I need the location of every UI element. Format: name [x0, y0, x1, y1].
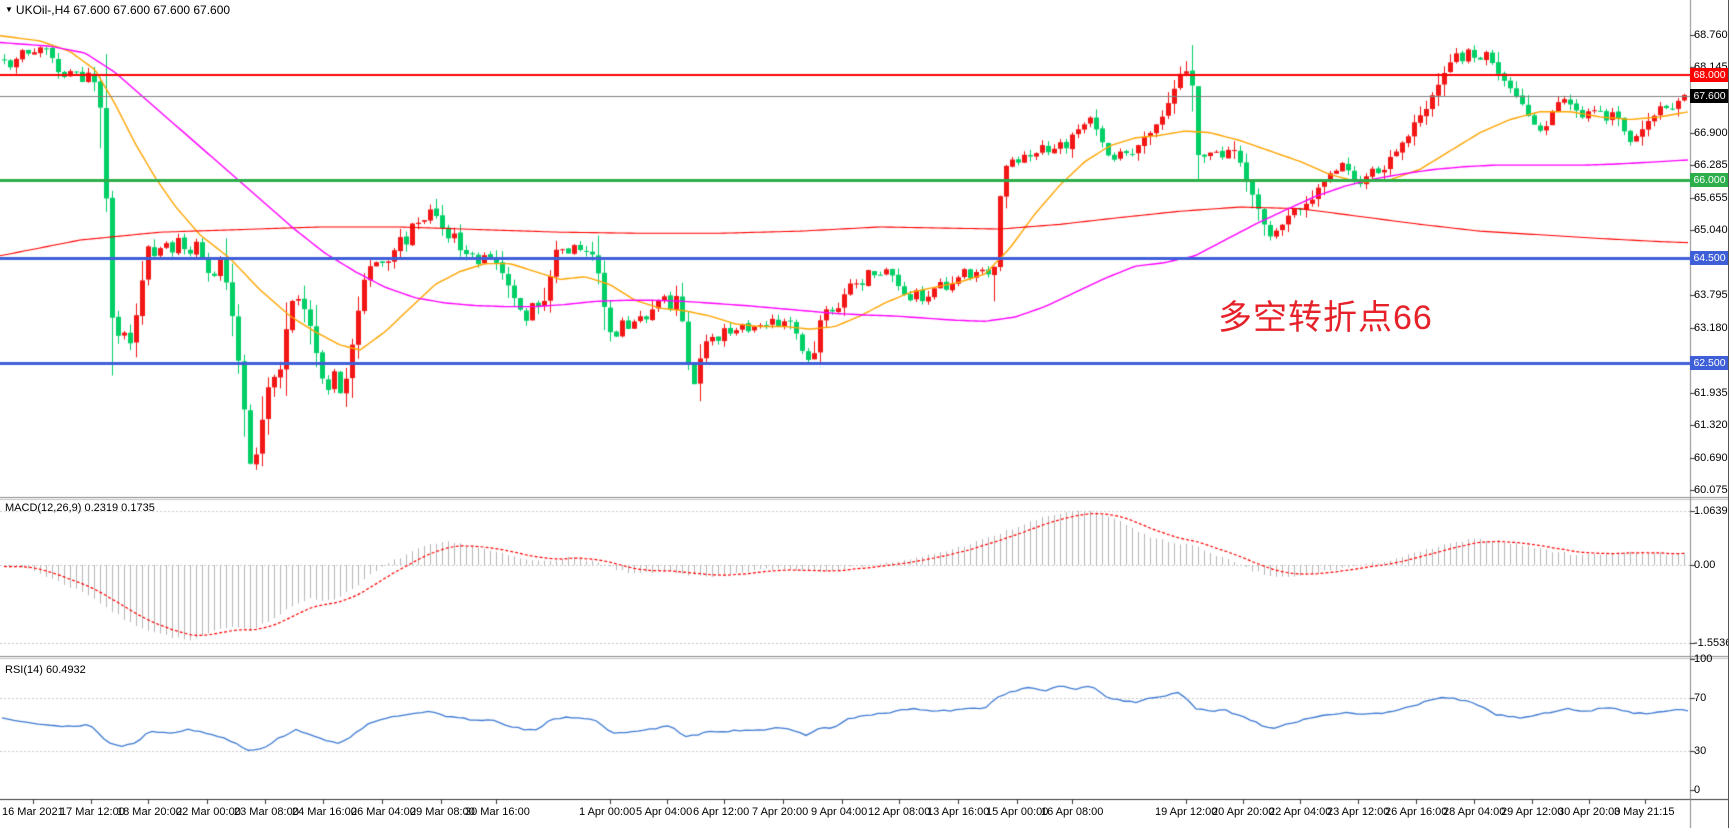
symbol-dropdown-icon[interactable]: ▼ — [5, 5, 13, 14]
chart-title: UKOil-,H4 67.600 67.600 67.600 67.600 — [15, 3, 231, 17]
chart-header: ▼ UKOil-,H4 67.600 67.600 67.600 67.600 — [5, 3, 230, 17]
